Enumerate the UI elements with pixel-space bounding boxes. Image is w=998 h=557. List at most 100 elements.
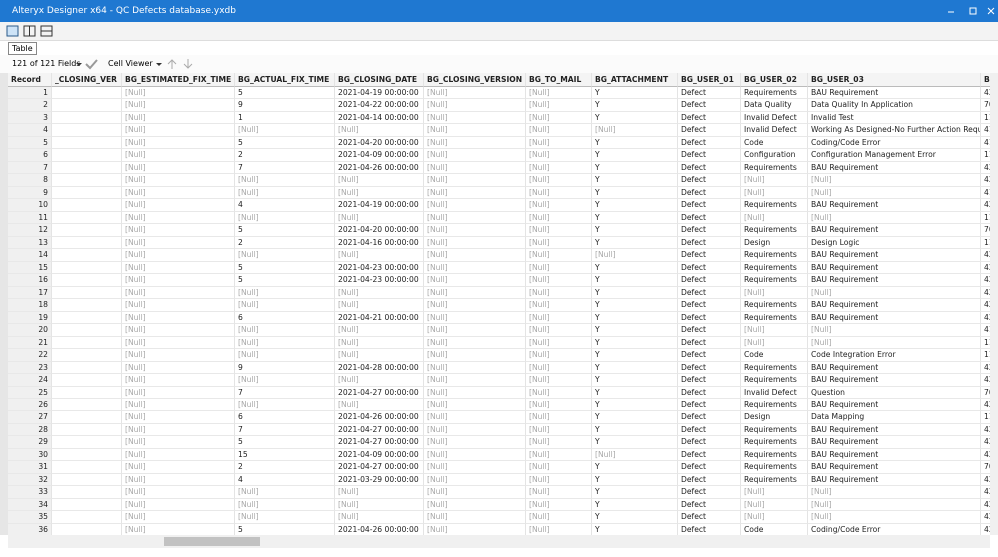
table-cell: [Null]: [235, 174, 335, 187]
table-cell: 5: [235, 436, 335, 449]
table-cell: [Null]: [424, 87, 526, 100]
table-cell: [Null]: [526, 199, 592, 212]
fields-selector[interactable]: 121 of 121 Fields: [12, 59, 81, 68]
table-cell: 6: [235, 311, 335, 325]
table-cell: Defect: [678, 361, 741, 375]
record-number: 4: [8, 124, 52, 137]
gutter: [0, 73, 8, 535]
table-cell: [Null]: [808, 486, 981, 499]
table-cell: 42: [981, 274, 998, 287]
table-cell: [52, 87, 122, 100]
table-cell: Requirements: [741, 461, 808, 474]
apply[interactable]: [85, 59, 98, 70]
record-number: 17: [8, 286, 52, 300]
cell-viewer[interactable]: Cell Viewer: [108, 59, 153, 68]
table-cell: 11: [981, 411, 998, 424]
table-cell: 42: [981, 399, 998, 412]
table-cell: 2021-04-20 00:00:00: [335, 136, 424, 150]
horizontal-scrollbar[interactable]: [8, 535, 990, 548]
table-cell: Requirements: [741, 399, 808, 412]
table-cell: BAU Requirement: [808, 224, 981, 237]
table-cell: BAU Requirement: [808, 199, 981, 212]
table-cell: [Null]: [424, 361, 526, 375]
table-cell: [Null]: [526, 399, 592, 412]
table-cell: BAU Requirement: [808, 299, 981, 312]
table-cell: [52, 336, 122, 350]
tab[interactable]: Table: [8, 42, 37, 55]
table-cell: Requirements: [741, 274, 808, 287]
table-cell: Requirements: [741, 249, 808, 262]
table-cell: [Null]: [424, 399, 526, 412]
table-cell: Code Integration Error: [808, 349, 981, 362]
column-header: BG_USER_02: [741, 73, 808, 87]
table-cell: Defect: [678, 473, 741, 487]
table-cell: Y: [592, 299, 678, 312]
table-cell: Y: [592, 286, 678, 300]
table-cell: [Null]: [424, 336, 526, 350]
table-cell: 2021-04-26 00:00:00: [335, 523, 424, 535]
table-cell: 2021-04-23 00:00:00: [335, 261, 424, 275]
record-number: 26: [8, 399, 52, 412]
table-cell: [Null]: [122, 386, 235, 399]
table-cell: [Null]: [335, 211, 424, 225]
table-cell: [Null]: [808, 324, 981, 337]
table-cell: [Null]: [424, 311, 526, 325]
move-down[interactable]: [183, 59, 193, 69]
column-header: Record: [8, 73, 52, 87]
table-cell: [Null]: [122, 149, 235, 162]
table-cell: Defect: [678, 174, 741, 187]
table-cell: 5: [235, 87, 335, 100]
table-cell: [Null]: [526, 274, 592, 287]
record-number: 31: [8, 461, 52, 474]
table-cell: 2021-04-28 00:00:00: [335, 361, 424, 375]
move-up[interactable]: [167, 59, 177, 69]
table-cell: [Null]: [424, 411, 526, 424]
table-cell: [52, 174, 122, 187]
table-cell: 2: [235, 461, 335, 474]
table-cell: [52, 211, 122, 225]
table-cell: Defect: [678, 311, 741, 325]
fields-bar: 121 of 121 Fields Cell Viewer: [0, 55, 998, 74]
table-cell: [Null]: [235, 374, 335, 387]
table-cell: Defect: [678, 87, 741, 100]
table-cell: [52, 486, 122, 499]
table-cell: 15: [235, 448, 335, 462]
table-cell: [52, 136, 122, 150]
table-cell: Y: [592, 386, 678, 399]
scroll-thumb[interactable]: [164, 537, 260, 546]
record-number: 23: [8, 361, 52, 375]
table-cell: [Null]: [235, 498, 335, 512]
table-cell: [Null]: [526, 511, 592, 524]
table-cell: Y: [592, 523, 678, 535]
table-cell: [Null]: [808, 336, 981, 350]
table-cell: Y: [592, 99, 678, 112]
table-cell: Code: [741, 523, 808, 535]
record-number: 2: [8, 99, 52, 112]
table-cell: 2: [235, 149, 335, 162]
layout-single[interactable]: [6, 25, 19, 37]
table-cell: [Null]: [335, 374, 424, 387]
table-cell: [Null]: [424, 349, 526, 362]
title-bar: Alteryx Designer x64 - QC Defects databa…: [0, 0, 998, 22]
table-cell: [Null]: [235, 336, 335, 350]
table-cell: 70: [981, 461, 998, 474]
table-cell: Defect: [678, 349, 741, 362]
table-cell: [Null]: [122, 87, 235, 100]
table-cell: [Null]: [526, 249, 592, 262]
table-cell: Defect: [678, 99, 741, 112]
vertical-scrollbar[interactable]: [990, 73, 998, 535]
table-cell: [Null]: [335, 498, 424, 512]
table-cell: BAU Requirement: [808, 374, 981, 387]
table-cell: Requirements: [741, 473, 808, 487]
table-cell: 11: [981, 337, 998, 350]
table-cell: Defect: [678, 386, 741, 399]
table-cell: Defect: [678, 336, 741, 350]
table-cell: Defect: [678, 136, 741, 150]
record-number: 18: [8, 299, 52, 312]
table-cell: 7: [235, 386, 335, 399]
table-cell: [Null]: [741, 186, 808, 200]
maximize[interactable]: [969, 7, 977, 15]
close[interactable]: [987, 7, 995, 15]
table-cell: 42: [981, 162, 998, 175]
table-cell: Defect: [678, 324, 741, 337]
